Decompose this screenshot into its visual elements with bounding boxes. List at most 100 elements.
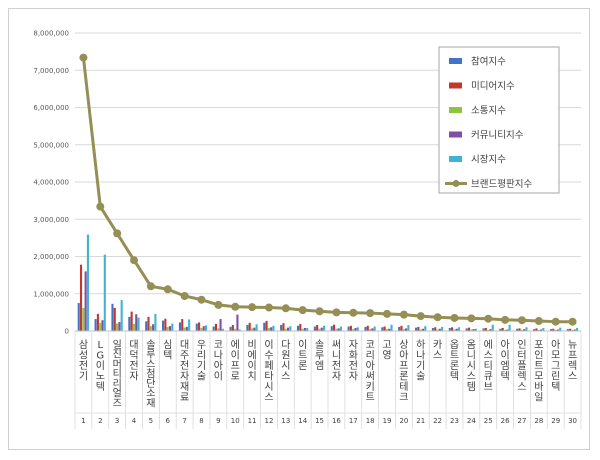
category-label-glyph: 린 — [551, 371, 560, 383]
category-label-glyph: 모 — [551, 351, 560, 362]
bar-4-25 — [489, 329, 492, 331]
brand-index-point-24 — [467, 314, 476, 323]
category-label-glyph: 시 — [467, 360, 476, 372]
brand-index-point-29 — [551, 317, 560, 326]
category-label-glyph: 상 — [399, 339, 408, 351]
brand-index-point-11 — [248, 303, 257, 312]
category-label-glyph: 치 — [247, 371, 256, 383]
category-number: 27 — [518, 417, 527, 425]
bar-4-27 — [523, 329, 526, 331]
brand-index-point-18 — [366, 309, 375, 318]
category-label-glyph: 술 — [197, 371, 206, 383]
category-label-glyph: 시 — [281, 360, 290, 372]
bar-3-16 — [335, 328, 338, 331]
category-label-glyph: 전 — [129, 360, 138, 372]
bar-5-5 — [154, 313, 157, 331]
category-label-glyph: 옵 — [450, 339, 459, 351]
bar-3-17 — [352, 329, 355, 331]
bar-3-7 — [183, 327, 186, 331]
legend-label-3: 소통지수 — [471, 106, 506, 117]
brand-index-point-1 — [79, 53, 88, 62]
legend-label-6: 브랜드평판지수 — [471, 179, 532, 190]
category-label-glyph: 써 — [332, 339, 341, 351]
brand-index-point-3 — [113, 229, 122, 238]
category-label-glyph: 에 — [231, 339, 240, 351]
bar-1-15 — [313, 326, 316, 331]
category-label-glyph: 단 — [146, 378, 155, 390]
bar-5-13 — [289, 326, 292, 331]
bar-2-13 — [282, 323, 285, 331]
brand-index-point-19 — [383, 309, 392, 318]
category-label-glyph: 하 — [416, 338, 425, 351]
bar-5-11 — [255, 324, 258, 331]
bar-5-21 — [424, 326, 427, 331]
category-label-glyph: 써 — [366, 371, 375, 383]
bar-2-16 — [332, 324, 336, 331]
legend-marker — [452, 180, 460, 187]
category-label-glyph: 렉 — [517, 371, 526, 383]
category-label-glyph: 모 — [534, 372, 543, 383]
category-label-glyph: 원 — [281, 350, 290, 362]
bar-4-16 — [337, 328, 340, 331]
bar-4-15 — [320, 327, 323, 331]
category-label-glyph: 첨 — [146, 368, 155, 380]
bar-2-5 — [147, 316, 150, 331]
brand-index-point-9 — [214, 300, 223, 309]
category-number: 6 — [166, 417, 171, 425]
category-label-glyph: 시 — [264, 381, 273, 393]
category-label-glyph: 술 — [416, 371, 425, 383]
category-label-glyph: 론 — [450, 360, 459, 372]
category-label-glyph: 자 — [180, 371, 189, 383]
bar-1-13 — [280, 325, 283, 331]
category-label-glyph: 다 — [281, 339, 290, 351]
category-number: 18 — [366, 417, 375, 425]
category-label-glyph: 코 — [366, 340, 375, 351]
bar-3-13 — [284, 328, 287, 331]
bar-4-21 — [421, 328, 425, 331]
category-label-glyph: 타 — [264, 371, 273, 383]
bar-1-16 — [330, 326, 333, 331]
bar-3-6 — [166, 326, 169, 331]
bar-4-29 — [556, 329, 559, 331]
category-number: 20 — [399, 417, 408, 425]
bar-5-19 — [390, 324, 393, 331]
category-label-glyph: 전 — [79, 360, 88, 372]
bar-2-1 — [79, 264, 83, 331]
category-label-glyph: 엠 — [500, 360, 509, 372]
category-number: 19 — [383, 417, 392, 425]
bar-2-17 — [349, 325, 352, 331]
line-series — [79, 53, 577, 326]
category-label-glyph: 기 — [79, 371, 88, 383]
category-label-glyph: 리 — [113, 378, 122, 390]
bar-1-3 — [111, 303, 114, 331]
bar-5-1 — [86, 234, 89, 331]
bar-2-11 — [248, 322, 251, 331]
category-label-glyph: 얼 — [113, 388, 122, 400]
bar-3-21 — [419, 329, 422, 331]
bar-3-22 — [436, 329, 439, 331]
bar-3-8 — [200, 328, 203, 331]
bar-3-3 — [116, 323, 119, 331]
category-label-glyph: 자 — [332, 371, 341, 383]
category-label-glyph: 솔 — [146, 339, 155, 351]
category-label-glyph: 아 — [500, 339, 509, 351]
category-label-glyph: 이 — [298, 339, 307, 351]
category-label-glyph: 이 — [500, 350, 509, 362]
bar-1-4 — [128, 316, 131, 331]
category-label-glyph: 에 — [247, 350, 256, 362]
bar-5-16 — [339, 326, 342, 331]
category-label-glyph: 즈 — [113, 398, 122, 409]
